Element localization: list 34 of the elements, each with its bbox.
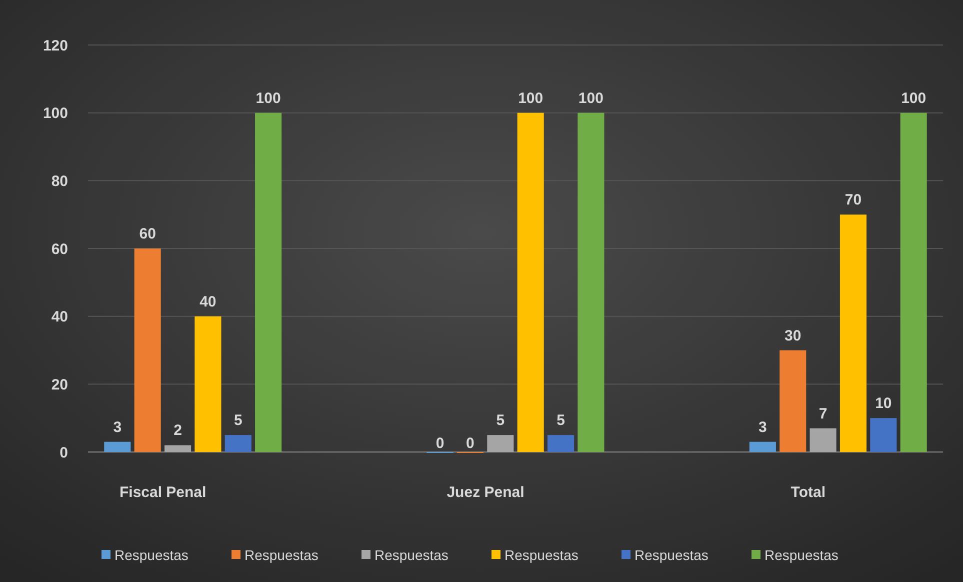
data-label: 5 <box>556 412 565 430</box>
data-label: 100 <box>901 90 926 107</box>
legend-label: Respuestas <box>114 546 188 563</box>
data-label: 5 <box>496 412 505 430</box>
legend-label: Respuestas <box>374 546 448 563</box>
x-tick-label: Juez Penal <box>446 484 524 501</box>
legend-label: Respuestas <box>634 546 708 563</box>
data-label: 70 <box>844 192 862 209</box>
data-label: 7 <box>818 405 828 422</box>
legend-label: Respuestas <box>764 546 838 563</box>
data-label: 60 <box>139 226 156 242</box>
data-label: 3 <box>758 418 767 436</box>
data-label: 100 <box>578 90 604 107</box>
data-label: 100 <box>256 90 281 107</box>
y-tick-label: 80 <box>51 172 68 190</box>
y-tick-label: 100 <box>42 105 68 122</box>
y-tick-label: 120 <box>42 37 68 54</box>
legend-label: Respuestas <box>504 546 578 563</box>
data-label: 5 <box>234 412 242 430</box>
x-tick-label: Total <box>790 484 826 501</box>
data-label: 30 <box>784 327 802 344</box>
data-label: 3 <box>113 418 122 436</box>
data-label: 10 <box>875 395 892 412</box>
y-tick-label: 20 <box>51 376 68 394</box>
data-label: 40 <box>200 293 216 310</box>
x-tick-label: Fiscal Penal <box>120 484 206 501</box>
y-tick-label: 60 <box>51 240 68 258</box>
data-label: 0 <box>466 435 474 452</box>
data-label: 0 <box>436 435 444 452</box>
y-tick-label: 40 <box>51 308 68 326</box>
y-tick-label: 0 <box>60 444 68 462</box>
data-label: 100 <box>518 90 544 107</box>
legend-label: Respuestas <box>244 546 318 563</box>
data-label: 2 <box>174 422 182 440</box>
